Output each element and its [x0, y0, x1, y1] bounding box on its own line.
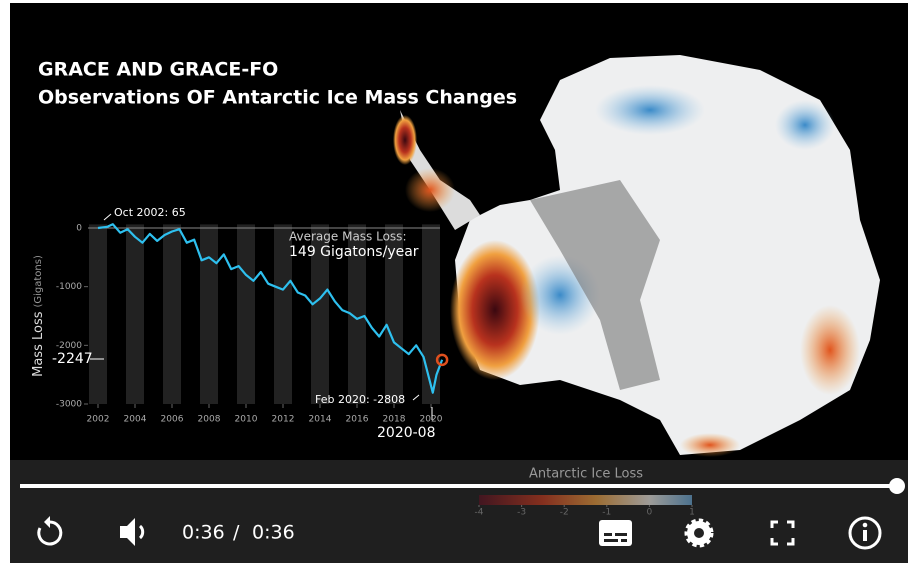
colorbar-gradient — [479, 495, 692, 505]
y-axis-unit: (Gigatons) — [33, 255, 44, 307]
year-band — [422, 224, 440, 404]
time-separator: / — [233, 522, 240, 544]
x-tick-label: 2002 — [87, 415, 110, 425]
year-band — [200, 224, 218, 404]
year-band — [89, 224, 107, 404]
x-tick-label: 2020 — [420, 415, 443, 425]
average-value: 149 Gigatons/year — [289, 244, 419, 260]
x-tick-label: 2006 — [161, 415, 184, 425]
y-tick-label: -1000 — [56, 282, 82, 292]
year-band — [385, 224, 403, 404]
year-band — [237, 224, 255, 404]
title: Observations OF Antarctic Ice Mass Chang… — [38, 87, 517, 109]
year-band — [348, 224, 366, 404]
info-button[interactable] — [848, 516, 882, 550]
colorbar-tick-label: 0 — [647, 508, 653, 518]
end-marker — [435, 353, 449, 367]
colorbar-tick-label: -3 — [517, 508, 526, 518]
year-band — [311, 224, 329, 404]
fullscreen-button[interactable] — [770, 520, 795, 546]
y-axis-label: Mass Loss (Gigatons) — [31, 255, 46, 377]
y-tick-label: -2000 — [56, 341, 82, 351]
x-tick-label: 2016 — [346, 415, 369, 425]
control-bar — [10, 460, 908, 563]
mass-line — [97, 223, 444, 394]
replay-button[interactable] — [37, 516, 63, 546]
callout: 2020-08 — [377, 425, 436, 441]
year-band — [274, 224, 292, 404]
y-tick-label: 0 — [76, 224, 82, 234]
colorbar: Antarctic Ice Loss -4 -3 -2 -1 0 1 — [475, 467, 695, 518]
year-band — [126, 224, 144, 404]
average-label: Average Mass Loss: — [289, 230, 406, 244]
colorbar-tick-label: -1 — [602, 508, 611, 518]
time-current: 0:36 — [182, 522, 225, 544]
y-axis-label: Mass Loss — [31, 311, 46, 377]
y-tick-label: -3000 — [56, 400, 82, 410]
callout: Feb 2020: -2808 — [315, 393, 405, 406]
volume-button[interactable] — [120, 518, 145, 546]
settings-button[interactable] — [684, 518, 714, 548]
antarctica-map — [393, 55, 880, 457]
title: GRACE AND GRACE-FO — [38, 59, 278, 81]
x-tick-label: 2004 — [124, 415, 147, 425]
colorbar-tick-label: -4 — [475, 508, 484, 518]
colorbar-tick-label: -2 — [560, 508, 569, 518]
x-tick-label: 2018 — [383, 415, 406, 425]
callout: Oct 2002: 65 — [114, 206, 186, 219]
time-total: 0:36 — [252, 522, 295, 544]
callout: -2247 — [52, 351, 93, 367]
callout-leader — [412, 394, 420, 401]
x-tick-label: 2010 — [235, 415, 258, 425]
captions-button[interactable] — [599, 520, 632, 546]
x-tick-label: 2014 — [309, 415, 332, 425]
progress-knob[interactable] — [889, 478, 905, 494]
colorbar-tick-label: 1 — [689, 508, 695, 518]
mass-chart: 0 -1000 -2000 -3000 2002 2004 2006 2008 2010 2012… — [31, 206, 449, 441]
colorbar-title: Antarctic Ice Loss — [529, 467, 643, 482]
year-band — [163, 224, 181, 404]
x-tick-label: 2008 — [198, 415, 221, 425]
callout-leader — [103, 213, 112, 221]
x-tick-label: 2012 — [272, 415, 295, 425]
